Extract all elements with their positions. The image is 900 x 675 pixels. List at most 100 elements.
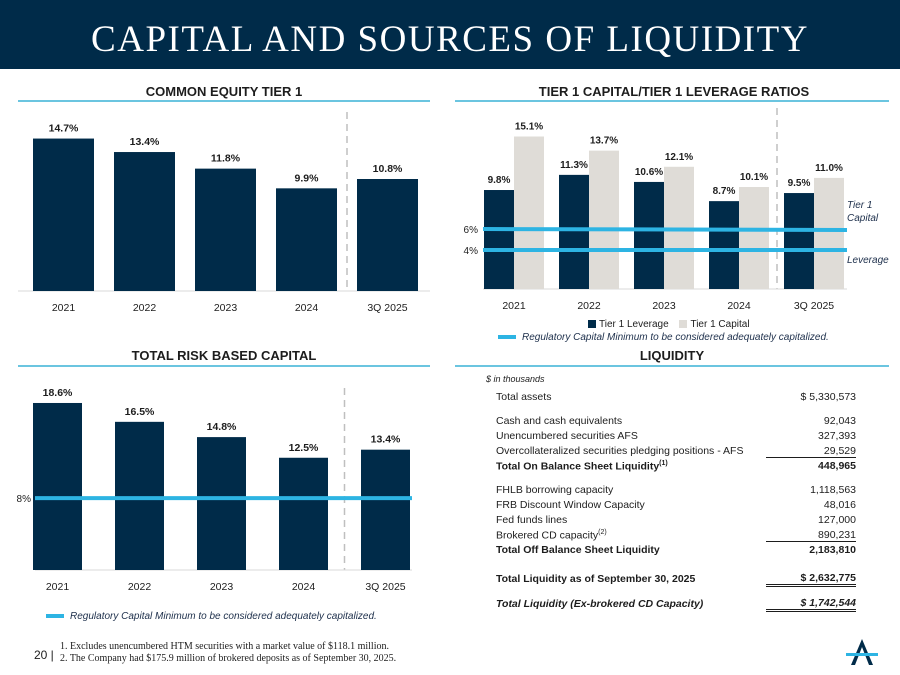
bar — [115, 421, 164, 570]
x-tick-label: 2024 — [727, 300, 751, 312]
bar-tier1-capital — [514, 136, 544, 289]
liquidity-table: Total assets $ 5,330,573 Cash and cash e… — [496, 388, 856, 612]
x-tick-label: 2021 — [502, 300, 526, 312]
table-row-grand-total: Total Liquidity as of September 30, 2025… — [496, 570, 856, 587]
data-label: 8.7% — [713, 186, 736, 197]
row-value: $ 5,330,573 — [800, 391, 856, 403]
row-label: Total Off Balance Sheet Liquidity — [496, 544, 660, 556]
reference-tick-label: 8% — [17, 494, 32, 505]
bar-tier1-capital — [814, 177, 844, 289]
bar — [361, 449, 410, 570]
regulatory-minimum-line — [482, 227, 848, 232]
data-label: 12.5% — [289, 442, 319, 454]
x-tick-label: 2023 — [652, 300, 676, 312]
spacer-row — [496, 585, 856, 595]
spacer-row — [496, 556, 856, 570]
data-label: 13.4% — [130, 136, 160, 148]
data-label: 14.8% — [207, 421, 237, 433]
bar-tier1-leverage — [559, 174, 589, 289]
tier1-capital-line-label-2: Capital — [847, 213, 879, 224]
liquidity-unit-note: $ in thousands — [486, 374, 545, 384]
x-tick-label: 2024 — [292, 581, 316, 593]
table-row-total: Total On Balance Sheet Liquidity(1) 448,… — [496, 457, 856, 473]
x-tick-label: 2021 — [46, 581, 70, 593]
data-label: 9.8% — [488, 175, 511, 186]
table-row: Brokered CD capacity(2) 890,231 — [496, 526, 856, 542]
bar — [114, 152, 175, 291]
row-label-text: Total On Balance Sheet Liquidity — [496, 460, 660, 472]
data-label: 13.4% — [371, 434, 401, 446]
row-label: FRB Discount Window Capacity — [496, 499, 645, 511]
x-tick-label: 2022 — [133, 302, 157, 314]
cet1-title: COMMON EQUITY TIER 1 — [145, 84, 303, 99]
spacer-row — [496, 403, 856, 412]
bar — [197, 437, 246, 570]
bar — [357, 179, 418, 291]
table-row: Unencumbered securities AFS 327,393 — [496, 427, 856, 442]
x-tick-label: 3Q 2025 — [365, 581, 405, 593]
title-bar — [0, 0, 900, 69]
row-label: Brokered CD capacity(2) — [496, 526, 766, 542]
tier1-chart: 9.8% 15.1% 2021 11.3% 13.7% 2022 10.6%12.1% 202… — [464, 108, 889, 312]
bar — [195, 168, 256, 291]
x-tick-label: 2021 — [52, 302, 76, 314]
table-row: FRB Discount Window Capacity 48,016 — [496, 496, 856, 511]
bar — [276, 188, 337, 291]
bar-tier1-capital — [739, 186, 769, 289]
trbc-reg-legend: Regulatory Capital Minimum to be conside… — [46, 611, 377, 622]
x-tick-label: 2022 — [128, 581, 152, 593]
row-label: FHLB borrowing capacity — [496, 484, 614, 496]
row-label-text: Brokered CD capacity — [496, 529, 599, 541]
row-label: Cash and cash equivalents — [496, 415, 623, 427]
x-tick-label: 2022 — [577, 300, 601, 312]
row-label: Total On Balance Sheet Liquidity(1) — [496, 457, 766, 473]
data-label: 11.3% — [560, 160, 588, 171]
legend-label-capital: Tier 1 Capital — [690, 319, 750, 330]
row-value: 29,529 — [766, 442, 856, 458]
bar-tier1-leverage — [634, 181, 664, 289]
row-value: $ 1,742,544 — [766, 595, 856, 612]
data-label: 11.8% — [211, 153, 241, 165]
legend-item-capital: Tier 1 Capital — [679, 319, 750, 330]
data-label: 10.1% — [740, 172, 768, 183]
data-label: 14.7% — [49, 123, 79, 135]
tier1-legend: Tier 1 Leverage Tier 1 Capital — [588, 319, 758, 330]
trbc-title: TOTAL RISK BASED CAPITAL — [131, 348, 317, 363]
footnote-ref: (2) — [598, 528, 607, 536]
data-label: 9.5% — [788, 178, 811, 189]
x-tick-label: 2024 — [295, 302, 319, 314]
footnote-ref: (1) — [659, 459, 668, 467]
row-label: Total Liquidity as of September 30, 2025 — [496, 573, 696, 585]
bar — [33, 402, 82, 570]
table-row-ex-brokered: Total Liquidity (Ex-brokered CD Capacity… — [496, 595, 856, 612]
table-row: Overcollateralized securities pledging p… — [496, 442, 856, 458]
data-label: 10.8% — [373, 163, 403, 175]
row-label: Total assets — [496, 391, 552, 403]
legend-label-leverage: Tier 1 Leverage — [599, 319, 669, 330]
footnote-2: 2. The Company had $175.9 million of bro… — [60, 653, 397, 664]
bar — [33, 138, 94, 291]
legend-item-leverage: Tier 1 Leverage — [588, 319, 669, 330]
cet1-chart: 14.7% 2021 13.4% 2022 11.8% 2023 9.9% 2024 10.8%… — [18, 112, 430, 314]
x-tick-label: 2023 — [214, 302, 238, 314]
cet1-title-rule — [18, 100, 430, 102]
data-label: 18.6% — [43, 387, 73, 399]
table-row: FHLB borrowing capacity 1,118,563 — [496, 481, 856, 496]
tier1-title: TIER 1 CAPITAL/TIER 1 LEVERAGE RATIOS — [538, 84, 810, 99]
x-tick-label: 2023 — [210, 581, 234, 593]
table-row: Cash and cash equivalents 92,043 — [496, 412, 856, 427]
trbc-title-rule — [18, 365, 430, 367]
reg-line-swatch — [498, 335, 516, 340]
row-label: Overcollateralized securities pledging p… — [496, 445, 744, 457]
row-value: 327,393 — [818, 430, 856, 442]
reg-line-swatch — [46, 614, 64, 619]
data-label: 11.0% — [815, 163, 843, 174]
row-value: 127,000 — [818, 514, 856, 526]
bar-tier1-leverage — [784, 193, 814, 289]
footnotes: 1. Excludes unencumbered HTM securities … — [60, 641, 396, 665]
bar — [279, 457, 328, 570]
row-value: $ 2,632,775 — [766, 570, 856, 587]
reference-tick-label: 4% — [464, 246, 479, 257]
row-value: 448,965 — [818, 460, 856, 472]
data-label: 12.1% — [665, 152, 693, 163]
